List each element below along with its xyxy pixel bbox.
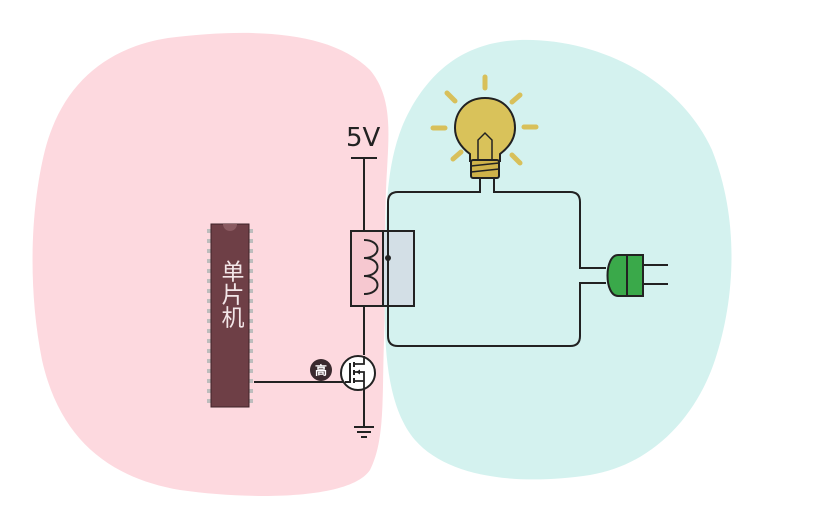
load-circuit-loop bbox=[387, 178, 606, 347]
gate-state-badge: 高 bbox=[310, 359, 332, 381]
ground-icon bbox=[354, 426, 374, 438]
mcu-label: 单片机 bbox=[217, 260, 245, 329]
control-side-region bbox=[32, 32, 389, 496]
mosfet-icon bbox=[340, 355, 376, 391]
mcu-pins-right bbox=[248, 229, 253, 403]
mcu-pins-left bbox=[207, 229, 212, 403]
light-bulb-icon bbox=[430, 74, 539, 179]
relay-coil-icon bbox=[350, 230, 415, 307]
load-side-region bbox=[384, 39, 732, 480]
power-plug-icon bbox=[606, 254, 668, 297]
mcu-chip: 单片机 bbox=[207, 223, 253, 408]
power-label: 5V bbox=[346, 123, 381, 153]
gate-state-label: 高 bbox=[315, 363, 327, 378]
